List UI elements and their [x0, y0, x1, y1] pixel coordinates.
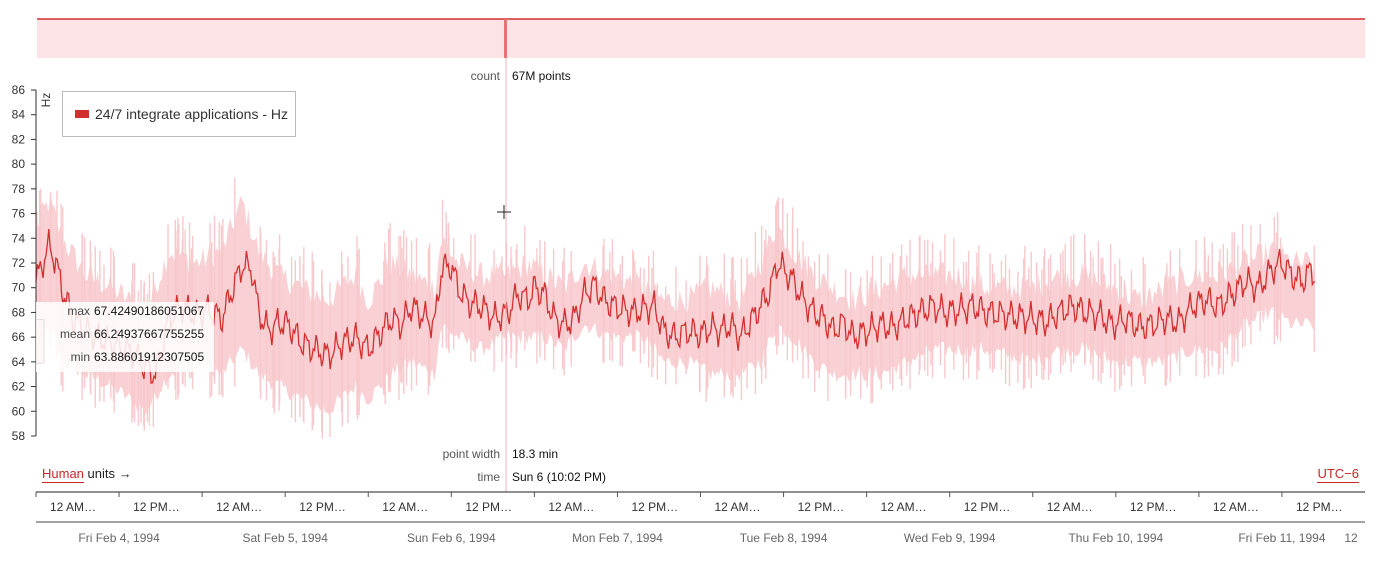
date-tick-label[interactable]: Thu Feb 10, 1994	[1068, 531, 1163, 545]
time-label: time	[477, 470, 500, 484]
time-tick-label[interactable]: 12 AM…	[1213, 500, 1259, 514]
date-tick-label[interactable]: Sun Feb 6, 1994	[407, 531, 496, 545]
time-tick-label[interactable]: 12 AM…	[881, 500, 927, 514]
date-tick-label[interactable]: Sat Feb 5, 1994	[242, 531, 328, 545]
units-toggle: Human units →	[42, 466, 132, 483]
stats-tooltip: max 67.42490186051067 mean 66.2493766775…	[36, 302, 214, 372]
time-tick-label[interactable]: 12 AM…	[1047, 500, 1093, 514]
date-tick-label[interactable]: Mon Feb 7, 1994	[572, 531, 663, 545]
overview-cursor[interactable]	[504, 19, 507, 58]
time-tick-label[interactable]: 12 PM…	[798, 500, 845, 514]
y-tick-label: 86	[12, 83, 26, 97]
time-tick-label[interactable]: 12 AM…	[382, 500, 428, 514]
y-tick-label: 78	[12, 182, 26, 196]
time-tick-label[interactable]: 12 AM…	[50, 500, 96, 514]
date-axis-ticks[interactable]: Fri Feb 4, 1994 Sat Feb 5, 1994 Sun Feb 6,…	[78, 531, 1358, 545]
time-tick-label[interactable]: 12 AM…	[715, 500, 761, 514]
y-tick-label: 74	[12, 231, 26, 245]
y-tick-label: 70	[12, 281, 26, 295]
y-tick-label: 68	[12, 305, 26, 319]
y-tick-label: 60	[12, 404, 26, 418]
stat-min-label: min	[70, 350, 90, 364]
stat-max-value: 67.42490186051067	[94, 304, 205, 318]
y-tick-label: 84	[12, 108, 26, 122]
y-tick-label: 58	[12, 429, 26, 443]
time-tick-label[interactable]: 12 PM…	[299, 500, 346, 514]
series-mean-line	[35, 229, 1316, 384]
y-tick-label: 76	[12, 207, 26, 221]
legend[interactable]: 24/7 integrate applications - Hz	[62, 91, 296, 137]
y-tick-label: 66	[12, 330, 26, 344]
legend-swatch	[75, 110, 89, 118]
series-band	[36, 194, 1316, 416]
legend-entry: 24/7 integrate applications - Hz	[95, 106, 288, 122]
stat-max-row: max 67.42490186051067	[36, 304, 214, 322]
time-tick-label[interactable]: 12 PM…	[1130, 500, 1177, 514]
time-tick-label[interactable]: 12 PM…	[631, 500, 678, 514]
time-value: Sun 6 (10:02 PM)	[512, 470, 606, 484]
stat-min-value: 63.88601912307505	[94, 350, 205, 364]
point-width-value: 18.3 min	[512, 447, 558, 461]
y-tick-label: 82	[12, 132, 26, 146]
stat-max-label: max	[67, 304, 90, 318]
date-tick-label[interactable]: Fri Feb 11, 1994	[1238, 531, 1325, 545]
time-tick-label[interactable]: 12 PM…	[964, 500, 1011, 514]
count-label: count	[471, 69, 501, 83]
time-tick-label[interactable]: 12 PM…	[133, 500, 180, 514]
y-tick-label: 64	[12, 355, 26, 369]
date-tick-label[interactable]: Fri Feb 4, 1994	[78, 531, 160, 545]
time-tick-label[interactable]: 12 PM…	[465, 500, 512, 514]
crosshair-icon	[497, 205, 511, 219]
y-tick-label: 62	[12, 380, 26, 394]
time-axis-ticks[interactable]: 12 AM… 12 PM… 12 AM… 12 PM… 12 AM… 12 PM… 12 A…	[35, 492, 1343, 514]
stat-mean-row: mean 66.24937667755255	[36, 327, 214, 345]
stat-mean-label: mean	[59, 327, 90, 341]
y-tick-label: 80	[12, 157, 26, 171]
time-tick-label[interactable]: 12 AM…	[216, 500, 262, 514]
count-value: 67M points	[512, 69, 571, 83]
band-area	[36, 194, 1316, 416]
overview-band[interactable]	[37, 19, 1365, 58]
stat-min-row: min 63.88601912307505	[36, 350, 214, 368]
point-width-label: point width	[443, 447, 500, 461]
y-tick-label: 72	[12, 256, 26, 270]
time-tick-label[interactable]: 12 PM…	[1296, 500, 1343, 514]
y-axis-label: Hz	[39, 93, 53, 108]
date-tick-label[interactable]: Tue Feb 8, 1994	[740, 531, 828, 545]
date-tick-label[interactable]: 12	[1344, 531, 1358, 545]
units-suffix: units →	[87, 466, 132, 481]
timezone-link[interactable]: UTC−6	[1317, 466, 1359, 483]
date-tick-label[interactable]: Wed Feb 9, 1994	[904, 531, 996, 545]
units-link[interactable]: Human	[42, 466, 84, 483]
stat-mean-value: 66.24937667755255	[94, 327, 205, 341]
y-axis-ticks: 58 60 62 64 66 68 70 72 74 76 78 80 82 84 86	[12, 83, 36, 443]
time-tick-label[interactable]: 12 AM…	[548, 500, 594, 514]
